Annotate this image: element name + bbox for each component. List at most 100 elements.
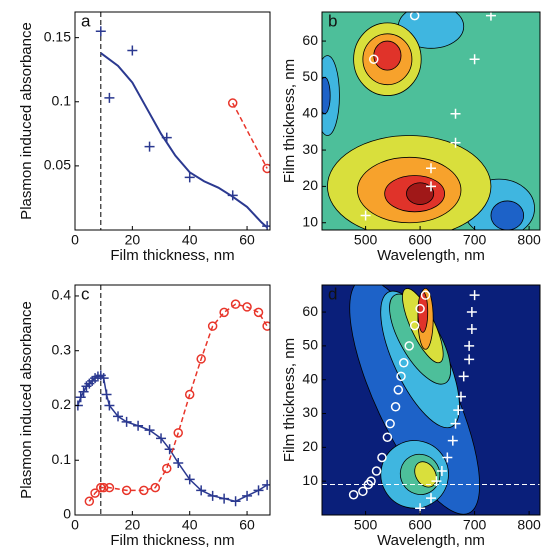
cross-marker: [450, 108, 461, 119]
plot-area: [75, 285, 270, 515]
circle-marker: [227, 98, 238, 108]
plot-area: [322, 285, 540, 515]
cross-marker: [242, 490, 253, 501]
cross-marker: [469, 54, 480, 65]
cross-marker: [113, 411, 124, 422]
circle-marker: [385, 418, 395, 429]
cross-marker: [458, 371, 469, 382]
series-line: [232, 102, 268, 169]
circle-marker: [409, 12, 420, 21]
cross-marker: [466, 307, 477, 318]
circle-marker: [377, 452, 387, 463]
x-tick-label: 60: [239, 517, 255, 533]
y-tick-label: 0.05: [44, 157, 71, 173]
y-tick-label: 0.4: [52, 287, 72, 303]
x-tick-label: 0: [71, 517, 79, 533]
cross-marker: [104, 400, 115, 411]
y-tick-label: 0.3: [52, 341, 72, 357]
circle-marker: [348, 489, 359, 500]
x-tick-label: 40: [182, 517, 198, 533]
circle-marker: [396, 371, 406, 382]
cross-marker: [447, 435, 458, 446]
y-axis-title: Plasmon induced absorbance: [18, 301, 35, 499]
circle-marker: [84, 496, 95, 507]
cross-marker: [173, 457, 184, 468]
cross-marker: [184, 172, 195, 183]
y-tick-label: 0: [63, 506, 71, 522]
circle-marker: [242, 302, 252, 312]
x-axis-title: Film thickness, nm: [110, 532, 234, 549]
circle-marker: [207, 321, 218, 331]
cross-marker: [431, 476, 442, 487]
y-tick-label: 20: [302, 438, 318, 454]
series-line: [88, 303, 268, 502]
cross-marker: [436, 466, 447, 477]
cross-marker: [360, 210, 371, 221]
circle-marker: [366, 476, 376, 486]
y-tick-label: 0.2: [52, 396, 72, 412]
cross-marker: [75, 392, 86, 403]
contour-level: [322, 77, 331, 115]
circle-marker: [409, 320, 420, 331]
circle-marker: [98, 482, 109, 493]
contour-level: [490, 200, 525, 230]
circle-marker: [415, 303, 425, 314]
panel-label: b: [328, 11, 337, 30]
panel-label: d: [328, 284, 337, 303]
axes-frame: [321, 11, 541, 231]
x-axis-title: Wavelength, nm: [377, 247, 485, 264]
cross-marker: [426, 493, 436, 504]
y-tick-label: 60: [302, 32, 318, 48]
y-tick-label: 40: [302, 370, 318, 386]
y-axis-title: Plasmon induced absorbance: [18, 22, 35, 220]
cross-marker: [464, 340, 475, 351]
x-axis-title: Film thickness, nm: [110, 247, 234, 264]
cross-marker: [426, 181, 436, 192]
panel-label: c: [81, 284, 90, 303]
circle-marker: [121, 485, 132, 496]
cross-marker: [196, 485, 207, 496]
cross-marker: [184, 474, 195, 485]
y-tick-label: 50: [302, 68, 318, 84]
x-tick-label: 500: [354, 517, 378, 533]
axes-frame: [321, 284, 541, 516]
contour-level: [373, 40, 402, 71]
circle-marker: [262, 321, 270, 331]
cross-marker: [144, 141, 155, 152]
cross-marker: [127, 45, 138, 56]
plot-area: [95, 12, 270, 230]
y-tick-label: 10: [302, 472, 318, 488]
y-tick-label: 0.1: [52, 451, 72, 467]
cross-marker: [104, 92, 115, 103]
contour-level: [414, 461, 437, 488]
circle-marker: [404, 341, 414, 351]
circle-marker: [196, 354, 206, 364]
circle-marker: [369, 54, 379, 64]
circle-marker: [393, 385, 404, 395]
cross-marker: [455, 391, 466, 402]
x-tick-label: 600: [408, 517, 432, 533]
circle-marker: [230, 299, 241, 309]
cross-marker: [453, 405, 464, 416]
circle-marker: [139, 485, 149, 496]
circle-marker: [262, 163, 270, 174]
cross-marker: [207, 490, 218, 501]
circle-marker: [253, 307, 264, 318]
circle-marker: [420, 290, 431, 300]
y-tick-label: 30: [302, 141, 318, 157]
y-tick-label: 40: [302, 104, 318, 120]
x-tick-label: 600: [408, 232, 432, 248]
cross-marker: [230, 496, 241, 507]
cross-marker: [101, 389, 112, 400]
x-tick-label: 500: [354, 232, 378, 248]
circle-marker: [162, 463, 172, 474]
cross-marker: [156, 433, 167, 444]
cross-marker: [133, 420, 144, 431]
x-tick-label: 20: [125, 517, 141, 533]
plot-area: [322, 12, 540, 230]
panel-label: a: [81, 11, 91, 30]
axes-frame: [74, 284, 271, 516]
x-tick-label: 60: [239, 232, 255, 248]
